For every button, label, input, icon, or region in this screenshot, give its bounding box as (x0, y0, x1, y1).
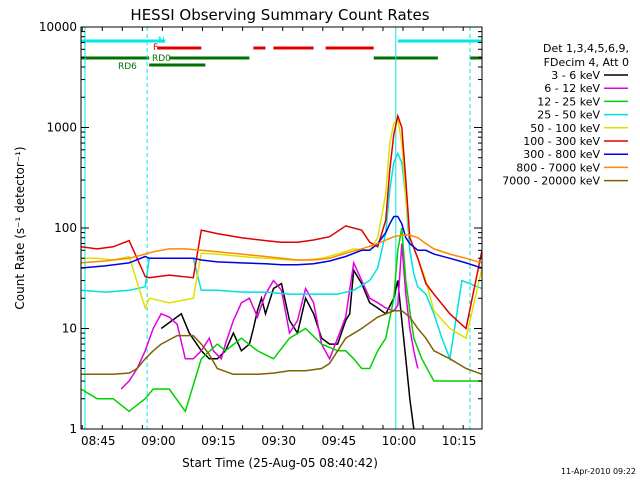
legend-entry-label: 6 - 12 keV (544, 82, 600, 95)
series-line-4 (81, 117, 482, 340)
plot-frame (80, 26, 483, 430)
x-tick-label: 10:00 (382, 434, 417, 448)
y-axis-label: Count Rate (s⁻¹ detector⁻¹) (13, 146, 27, 309)
y-tick-label: 100 (54, 221, 77, 235)
series-layer (81, 113, 482, 429)
legend-header-decimation: FDecim 4, Att 0 (544, 56, 629, 69)
chart-title: HESSI Observing Summary Count Rates (130, 6, 429, 24)
series-line-5 (81, 113, 482, 330)
series-line-7 (81, 234, 482, 264)
time-markers (84, 27, 471, 429)
series-line-0 (160, 267, 415, 429)
y-tick-label: 10 (62, 322, 77, 336)
legend-entry-label: 7000 - 20000 keV (502, 175, 600, 188)
series-line-8 (81, 310, 482, 376)
legend: Det 1,3,4,5,6,9, FDecim 4, Att 0 3 - 6 k… (502, 42, 629, 188)
legend-header-detectors: Det 1,3,4,5,6,9, (543, 42, 629, 55)
legend-entry-label: 3 - 6 keV (551, 69, 600, 82)
x-tick-label: 10:15 (442, 434, 477, 448)
series-line-6 (81, 215, 482, 269)
y-axis-ticks: 1 10 100 1000 10000 (39, 20, 482, 436)
footer-date: 11-Apr-2010 09:22 (561, 467, 636, 476)
y-tick-label: 10000 (39, 20, 77, 34)
legend-entry-label: 800 - 7000 keV (516, 161, 600, 174)
legend-entry-label: 25 - 50 keV (537, 109, 600, 122)
legend-entry-label: 300 - 800 keV (523, 148, 600, 161)
flag-label-rd6: RD6 (118, 62, 137, 72)
legend-entry-label: 50 - 100 keV (530, 122, 600, 135)
x-tick-label: 09:00 (141, 434, 176, 448)
legend-entry-label: 12 - 25 keV (537, 95, 600, 108)
legend-entry-label: 100 - 300 keV (523, 135, 600, 148)
x-tick-label: 09:15 (201, 434, 236, 448)
flag-label-n: N (158, 36, 165, 46)
y-tick-label: 1 (69, 422, 77, 436)
series-line-3 (81, 151, 482, 362)
flag-label-f: F (153, 43, 158, 53)
x-axis-label: Start Time (25-Aug-05 08:40:42) (182, 456, 378, 470)
x-tick-label: 09:45 (322, 434, 357, 448)
x-tick-label: 09:30 (261, 434, 296, 448)
y-tick-label: 1000 (46, 121, 77, 135)
x-tick-label: 08:45 (81, 434, 116, 448)
flag-label-rd0: RD0 (152, 54, 171, 64)
series-line-1 (120, 243, 419, 390)
x-axis-ticks: 08:45 09:00 09:15 09:30 09:45 10:00 10:15 (81, 27, 476, 448)
